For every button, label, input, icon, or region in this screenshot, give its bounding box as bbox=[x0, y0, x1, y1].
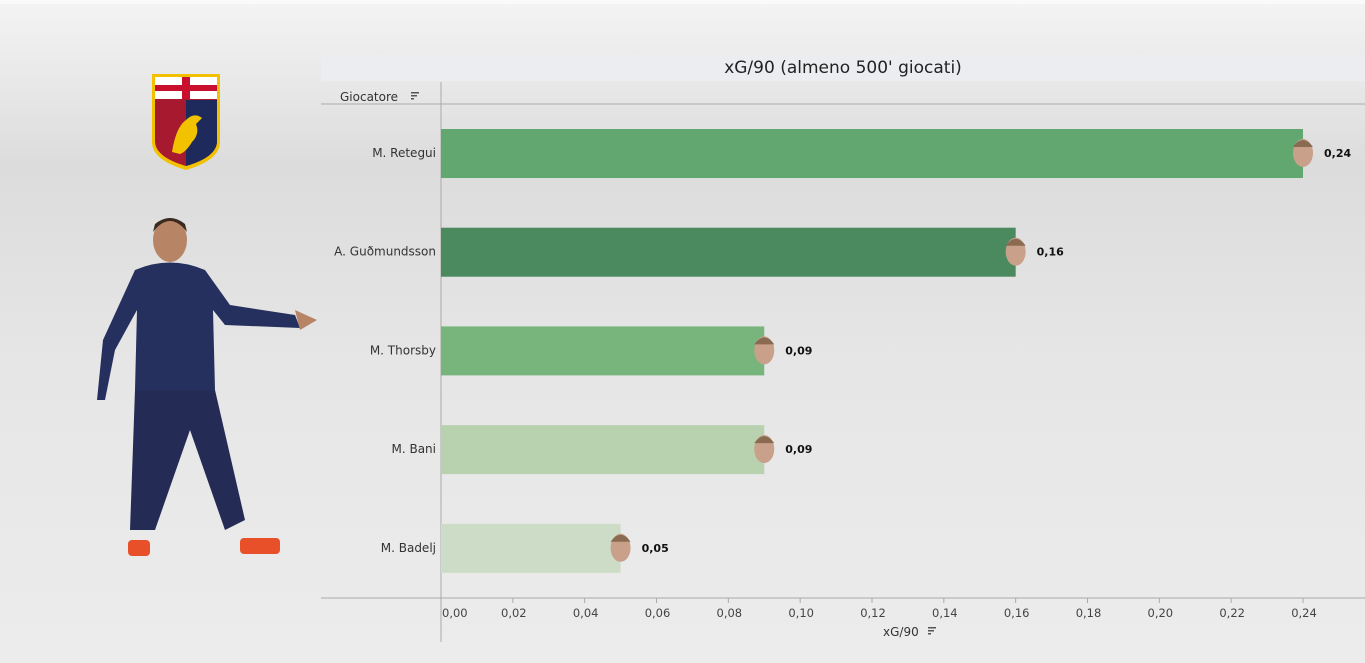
coach-image bbox=[97, 218, 317, 556]
data-label: 0,24 bbox=[1324, 147, 1351, 160]
x-tick-label: 0,02 bbox=[501, 606, 527, 620]
x-tick-label: 0,04 bbox=[573, 606, 599, 620]
player-hair bbox=[754, 436, 775, 444]
bar bbox=[441, 425, 765, 475]
bar bbox=[441, 523, 621, 573]
player-photo-icon bbox=[754, 336, 775, 365]
sort-line bbox=[411, 95, 417, 97]
x-tick-label: 0,18 bbox=[1076, 606, 1102, 620]
category-label: A. Guðmundsson bbox=[334, 245, 436, 259]
data-label: 0,09 bbox=[785, 344, 812, 357]
category-label: M. Bani bbox=[391, 442, 436, 456]
sort-line bbox=[928, 630, 934, 632]
category-label: M. Retegui bbox=[372, 146, 436, 160]
x-axis-title[interactable]: xG/90 bbox=[883, 625, 919, 639]
player-hair bbox=[1005, 238, 1026, 246]
x-tick-label: 0,12 bbox=[860, 606, 886, 620]
player-hair bbox=[610, 534, 631, 542]
x-tick-label: 0,16 bbox=[1004, 606, 1030, 620]
y-sort-icon[interactable] bbox=[411, 92, 419, 100]
x-tick-label: 0,10 bbox=[788, 606, 814, 620]
player-hair bbox=[1293, 140, 1313, 147]
bar bbox=[441, 326, 765, 376]
data-label: 0,05 bbox=[642, 542, 669, 555]
x-tick-label: 0,14 bbox=[932, 606, 958, 620]
bar bbox=[441, 129, 1303, 178]
x-tick-label: 0,00 bbox=[442, 606, 468, 620]
player-photo-icon bbox=[1005, 237, 1026, 266]
bar bbox=[441, 227, 1016, 277]
player-hair bbox=[754, 337, 775, 345]
data-label: 0,09 bbox=[785, 443, 812, 456]
player-photo-icon bbox=[610, 533, 631, 562]
y-axis-title[interactable]: Giocatore bbox=[340, 90, 398, 104]
x-tick-label: 0,08 bbox=[717, 606, 743, 620]
sort-line bbox=[928, 633, 931, 635]
player-photo-icon bbox=[1293, 139, 1313, 167]
x-tick-label: 0,24 bbox=[1291, 606, 1317, 620]
player-photo-icon bbox=[754, 435, 775, 464]
category-label: M. Badelj bbox=[381, 541, 436, 555]
sort-line bbox=[411, 98, 414, 100]
x-sort-icon[interactable] bbox=[928, 627, 936, 635]
x-tick-label: 0,06 bbox=[645, 606, 671, 620]
sort-line bbox=[411, 92, 419, 94]
top-band bbox=[0, 0, 1365, 4]
x-tick-label: 0,20 bbox=[1148, 606, 1174, 620]
sort-line bbox=[928, 627, 936, 629]
category-label: M. Thorsby bbox=[370, 343, 436, 357]
x-tick-label: 0,22 bbox=[1219, 606, 1245, 620]
genoa-logo bbox=[152, 74, 220, 170]
chart-title: xG/90 (almeno 500' giocati) bbox=[321, 55, 1365, 81]
data-label: 0,16 bbox=[1037, 246, 1064, 259]
